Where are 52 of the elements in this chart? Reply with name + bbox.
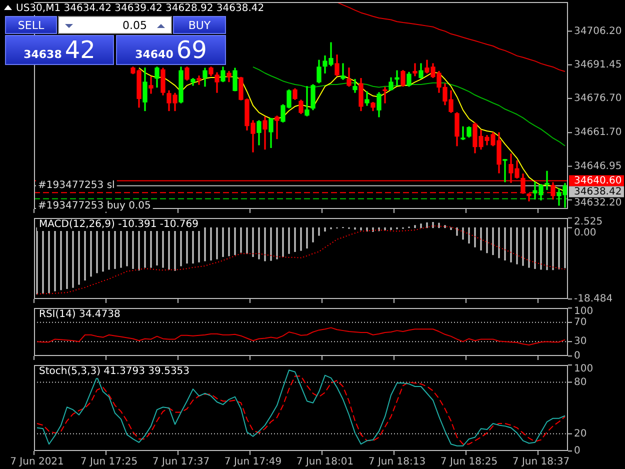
candlestick xyxy=(502,158,508,182)
candlestick xyxy=(412,63,418,76)
y-tick-label: 2.525 xyxy=(574,216,603,228)
y-tick-label: 30 xyxy=(574,336,587,348)
y-tick-label: 0 xyxy=(574,446,580,457)
annotation: 0.05 xyxy=(122,19,147,32)
annotation: 69 xyxy=(176,36,207,64)
candlestick xyxy=(382,86,388,104)
candlestick xyxy=(394,70,400,86)
annotation: SELL xyxy=(5,16,57,34)
ref-line-label: 34638.42 xyxy=(574,186,622,198)
y-tick-label: 34661.70 xyxy=(574,127,622,138)
candlestick xyxy=(544,170,550,190)
annotation: 34640 xyxy=(135,48,174,61)
ref-line-label: #193477253 sl xyxy=(38,180,115,192)
x-tick-label: 7 Jun 18:13 xyxy=(368,456,426,468)
y-tick-label: 34676.70 xyxy=(574,93,622,104)
chart-title: US30,M1 34634.42 34639.42 34628.92 34638.42 xyxy=(14,3,266,15)
annotation: 34638 xyxy=(24,48,62,61)
chart-title: MACD(12,26,9) -10.391 -10.769 xyxy=(37,219,201,231)
y-tick-label: 0.00 xyxy=(574,228,596,239)
y-tick-label: 34632.20 xyxy=(574,197,622,208)
y-tick-label: 20 xyxy=(574,428,587,440)
x-tick-label: 7 Jun 18:25 xyxy=(440,456,498,468)
x-tick-label: 7 Jun 17:37 xyxy=(152,456,210,468)
x-tick-label: 7 Jun 17:25 xyxy=(80,456,138,468)
y-tick-label: 34646.95 xyxy=(574,160,622,172)
candlestick xyxy=(460,126,466,140)
candlestick xyxy=(304,86,310,116)
quantity-field: 0.05 xyxy=(58,16,172,34)
annotation: BUY xyxy=(173,16,226,34)
x-tick-label: 7 Jun 18:01 xyxy=(296,456,354,468)
candlestick xyxy=(196,76,202,85)
x-tick-label: 7 Jun 2021 xyxy=(10,456,64,468)
y-tick-label: 100 xyxy=(574,364,594,375)
x-tick-label: 7 Jun 17:49 xyxy=(224,456,282,468)
chart-title: Stoch(5,3,3) 41.3793 39.5353 xyxy=(37,366,192,378)
y-tick-label: 80 xyxy=(574,376,587,388)
y-tick-label: 0 xyxy=(574,350,580,362)
x-tick-label: 7 Jun 18:37 xyxy=(512,456,570,468)
candlestick xyxy=(148,76,154,94)
annotation: 42 xyxy=(64,36,96,64)
candlestick xyxy=(340,63,346,80)
ref-line-label: #193477253 buy 0.05 xyxy=(38,200,151,212)
y-tick-label: 34706.20 xyxy=(574,26,622,37)
y-tick-label: 70 xyxy=(574,316,587,328)
ref-line-label: 34640.60 xyxy=(574,175,622,186)
y-tick-label: 34691.45 xyxy=(574,59,622,70)
y-tick-label: 100 xyxy=(574,306,594,317)
chart-title: RSI(14) 34.4738 xyxy=(37,309,122,321)
y-tick-label: -18.484 xyxy=(574,294,613,305)
candlestick xyxy=(274,116,280,140)
